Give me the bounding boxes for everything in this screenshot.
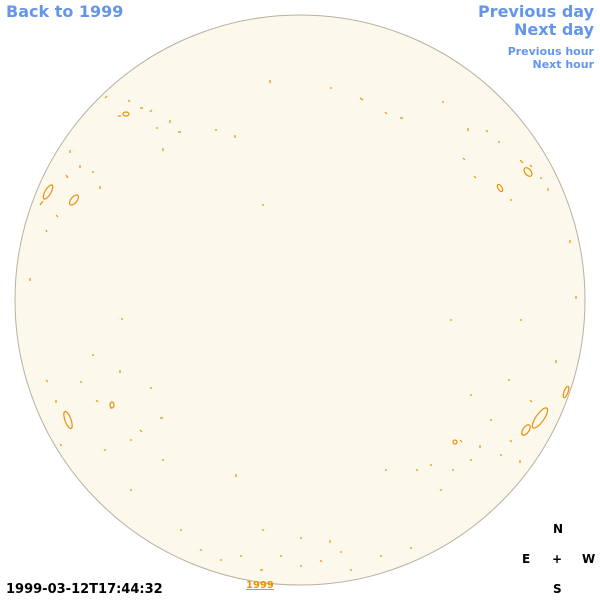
compass-west: W [582, 552, 596, 566]
previous-hour-link[interactable]: Previous hour [507, 45, 594, 58]
compass-east: E [522, 552, 531, 566]
next-day-link[interactable]: Next day [514, 20, 594, 39]
previous-day-link[interactable]: Previous day [477, 2, 594, 21]
compass-south: S [553, 582, 562, 596]
solar-disk [14, 14, 586, 586]
back-link[interactable]: Back to 1999 [6, 2, 124, 21]
year-link[interactable]: 1999 [246, 580, 274, 591]
next-hour-link[interactable]: Next hour [532, 58, 595, 71]
compass-north: N [553, 522, 564, 536]
timestamp: 1999-03-12T17:44:32 [6, 582, 163, 597]
active-region-contours [29, 80, 577, 571]
compass-center: + [552, 552, 563, 566]
